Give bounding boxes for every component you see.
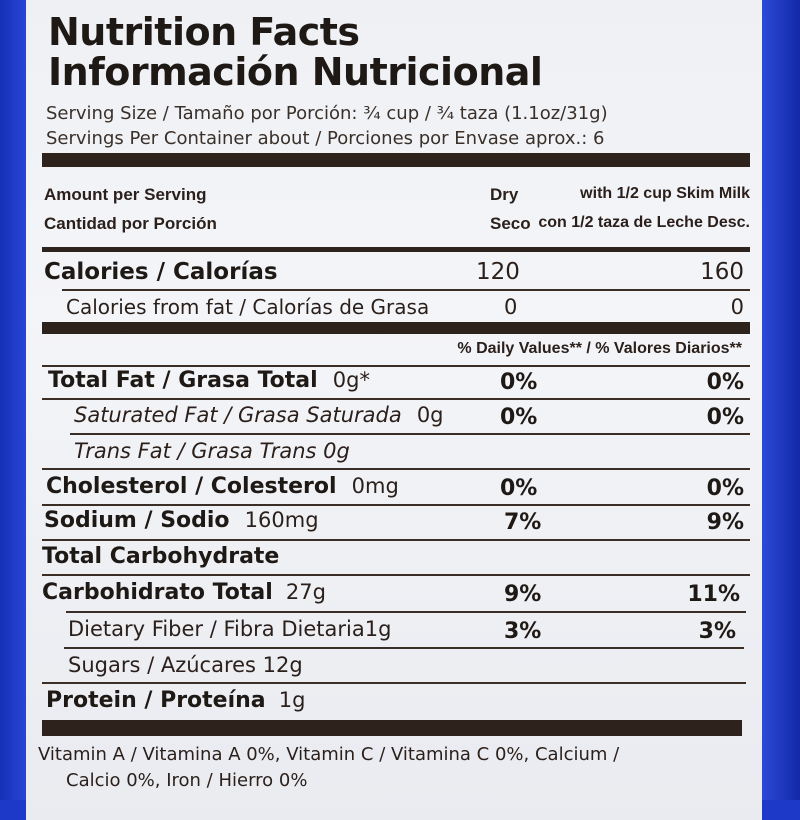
serving-size: Serving Size / Tamaño por Porción: ¾ cup… (46, 103, 608, 124)
sat-fat-milk-pct: 0% (706, 405, 744, 430)
rule-cholesterol (42, 504, 750, 506)
rule-sat-fat (70, 433, 750, 435)
sugars-label: Sugars / Azúcares 12g (68, 653, 303, 677)
thick-divider-top (42, 153, 750, 167)
servings-per-container: Servings Per Container about / Porciones… (46, 128, 605, 149)
calories-fat-milk: 0 (730, 295, 744, 319)
protein-amount: 1g (278, 688, 306, 712)
fiber-row: Dietary Fiber / Fibra Dietaria1g (68, 617, 391, 641)
divider-header (42, 247, 750, 252)
cholesterol-label: Cholesterol / Colesterol (46, 474, 337, 499)
thick-divider-bottom (42, 720, 742, 736)
calories-dry: 120 (476, 259, 520, 285)
dry-column-header: Dry (490, 185, 519, 204)
rule-dv (42, 365, 750, 367)
cholesterol-milk-pct: 0% (706, 476, 744, 501)
fiber-dry-pct: 3% (504, 619, 542, 644)
sat-fat-dry-pct: 0% (500, 405, 538, 430)
rule-calories (62, 289, 750, 291)
calories-label: Calories / Calorías (44, 259, 278, 285)
sat-fat-row: Saturated Fat / Grasa Saturada 0g (74, 403, 444, 427)
rule-fiber (64, 647, 744, 649)
total-carb-milk-pct: 11% (687, 582, 740, 607)
sat-fat-label: Saturated Fat / Grasa Saturada (74, 403, 402, 427)
total-carb-label-es: Carbohidrato Total (42, 580, 273, 605)
sodium-dry-pct: 7% (504, 510, 542, 535)
rule-sodium (42, 539, 750, 541)
sodium-amount: 160mg (244, 508, 319, 532)
total-fat-dry-pct: 0% (500, 370, 538, 395)
fiber-milk-pct: 3% (698, 619, 736, 644)
amount-per-serving-label: Amount per Serving (44, 185, 207, 204)
package-edge-left (0, 0, 30, 800)
sodium-label: Sodium / Sodio (44, 508, 230, 533)
trans-fat-label: Trans Fat / Grasa Trans 0g (74, 439, 350, 463)
cholesterol-row: Cholesterol / Colesterol 0mg (46, 474, 399, 499)
cholesterol-amount: 0mg (351, 474, 399, 498)
sat-fat-amount: 0g (416, 403, 444, 427)
sodium-row: Sodium / Sodio 160mg (44, 508, 319, 533)
total-fat-row: Total Fat / Grasa Total 0g* (48, 368, 370, 393)
fiber-label: Dietary Fiber / Fibra Dietaria (68, 617, 365, 641)
leche-column-header: con 1/2 taza de Leche Desc. (538, 214, 750, 231)
sodium-milk-pct: 9% (706, 510, 744, 535)
calories-fat-dry: 0 (504, 295, 518, 319)
protein-row: Protein / Proteína 1g (46, 688, 305, 713)
protein-label: Protein / Proteína (46, 688, 266, 713)
package-edge-right (762, 0, 800, 800)
cholesterol-dry-pct: 0% (500, 476, 538, 501)
rule-sugars (42, 682, 746, 684)
title-spanish: Información Nutricional (48, 50, 543, 94)
vitamins-line-1: Vitamin A / Vitamina A 0%, Vitamin C / V… (38, 744, 620, 765)
total-carb-row: Carbohidrato Total 27g (42, 580, 326, 605)
milk-column-header: with 1/2 cup Skim Milk (580, 185, 750, 202)
rule-trans-fat (42, 468, 750, 470)
rule-total-fat (42, 398, 750, 400)
fiber-amount: 1g (364, 617, 392, 641)
daily-values-header: % Daily Values** / % Valores Diarios** (457, 340, 742, 357)
seco-column-header: Seco (490, 214, 531, 233)
cantidad-por-porcion-label: Cantidad por Porción (44, 214, 217, 233)
calories-milk: 160 (700, 259, 744, 285)
total-fat-milk-pct: 0% (706, 370, 744, 395)
rule-total-carb-en (42, 574, 750, 576)
total-carb-amount: 27g (285, 580, 326, 604)
total-carb-dry-pct: 9% (504, 582, 542, 607)
thick-divider-calories (42, 322, 750, 334)
total-fat-label: Total Fat / Grasa Total (48, 368, 318, 393)
calories-fat-label: Calories from fat / Calorías de Grasa (66, 295, 430, 319)
title-english: Nutrition Facts (48, 10, 360, 54)
total-carb-label-en: Total Carbohydrate (42, 544, 280, 569)
vitamins-line-2: Calcio 0%, Iron / Hierro 0% (66, 770, 308, 791)
total-fat-amount: 0g* (332, 368, 370, 392)
rule-total-carb (66, 611, 746, 613)
